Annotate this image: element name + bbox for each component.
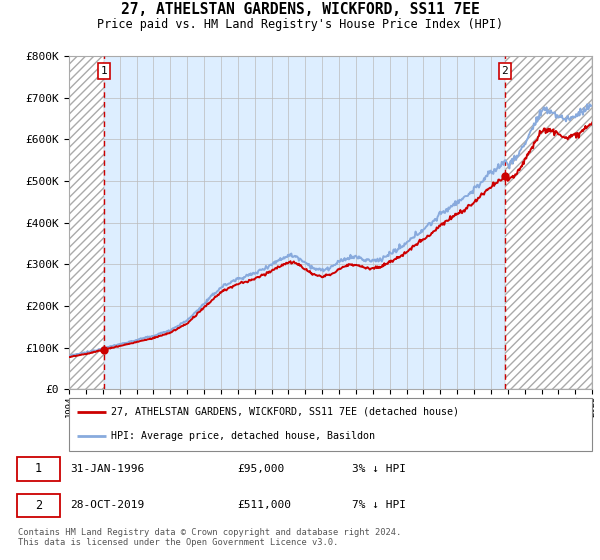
Bar bbox=[505, 56, 592, 389]
Text: Contains HM Land Registry data © Crown copyright and database right 2024.
This d: Contains HM Land Registry data © Crown c… bbox=[18, 528, 401, 547]
Bar bbox=[69, 56, 104, 389]
Text: 31-JAN-1996: 31-JAN-1996 bbox=[70, 464, 144, 474]
Bar bbox=[505, 56, 592, 389]
FancyBboxPatch shape bbox=[69, 398, 592, 451]
Text: 3% ↓ HPI: 3% ↓ HPI bbox=[352, 464, 406, 474]
Text: 7% ↓ HPI: 7% ↓ HPI bbox=[352, 501, 406, 510]
Text: 27, ATHELSTAN GARDENS, WICKFORD, SS11 7EE (detached house): 27, ATHELSTAN GARDENS, WICKFORD, SS11 7E… bbox=[111, 407, 459, 417]
Text: 27, ATHELSTAN GARDENS, WICKFORD, SS11 7EE: 27, ATHELSTAN GARDENS, WICKFORD, SS11 7E… bbox=[121, 2, 479, 17]
Bar bbox=[69, 56, 104, 389]
Text: 1: 1 bbox=[35, 463, 42, 475]
Text: 2: 2 bbox=[502, 66, 508, 76]
Text: 2: 2 bbox=[35, 499, 42, 512]
Text: £95,000: £95,000 bbox=[237, 464, 284, 474]
Text: 1: 1 bbox=[101, 66, 107, 76]
Text: HPI: Average price, detached house, Basildon: HPI: Average price, detached house, Basi… bbox=[111, 431, 375, 441]
Text: Price paid vs. HM Land Registry's House Price Index (HPI): Price paid vs. HM Land Registry's House … bbox=[97, 18, 503, 31]
Text: £511,000: £511,000 bbox=[237, 501, 291, 510]
FancyBboxPatch shape bbox=[17, 457, 60, 481]
Text: 28-OCT-2019: 28-OCT-2019 bbox=[70, 501, 144, 510]
FancyBboxPatch shape bbox=[17, 493, 60, 517]
